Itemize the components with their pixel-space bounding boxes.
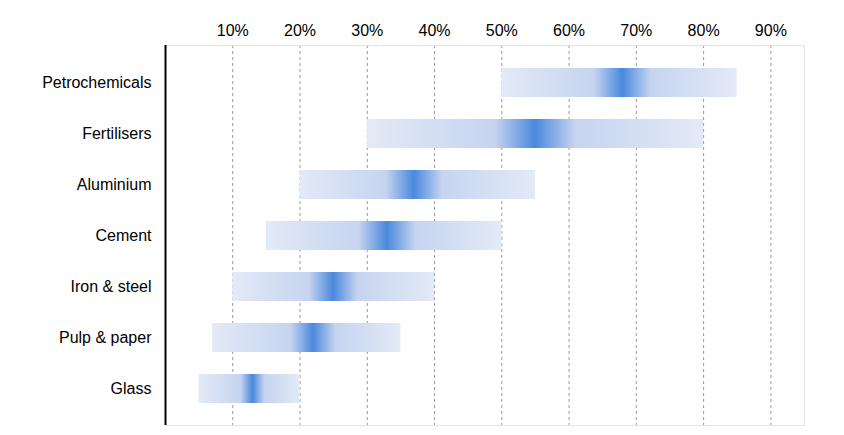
- svg-text:Aluminium: Aluminium: [77, 176, 152, 193]
- svg-text:20%: 20%: [284, 22, 316, 39]
- svg-text:50%: 50%: [486, 22, 518, 39]
- svg-text:Iron & steel: Iron & steel: [71, 278, 152, 295]
- svg-text:Cement: Cement: [95, 227, 152, 244]
- svg-text:90%: 90%: [755, 22, 787, 39]
- svg-text:80%: 80%: [688, 22, 720, 39]
- svg-text:70%: 70%: [620, 22, 652, 39]
- svg-text:30%: 30%: [351, 22, 383, 39]
- svg-text:Glass: Glass: [111, 380, 152, 397]
- svg-text:Pulp & paper: Pulp & paper: [59, 329, 152, 346]
- svg-text:60%: 60%: [553, 22, 585, 39]
- svg-text:40%: 40%: [419, 22, 451, 39]
- svg-text:Petrochemicals: Petrochemicals: [42, 74, 151, 91]
- svg-text:10%: 10%: [217, 22, 249, 39]
- svg-text:Fertilisers: Fertilisers: [82, 125, 151, 142]
